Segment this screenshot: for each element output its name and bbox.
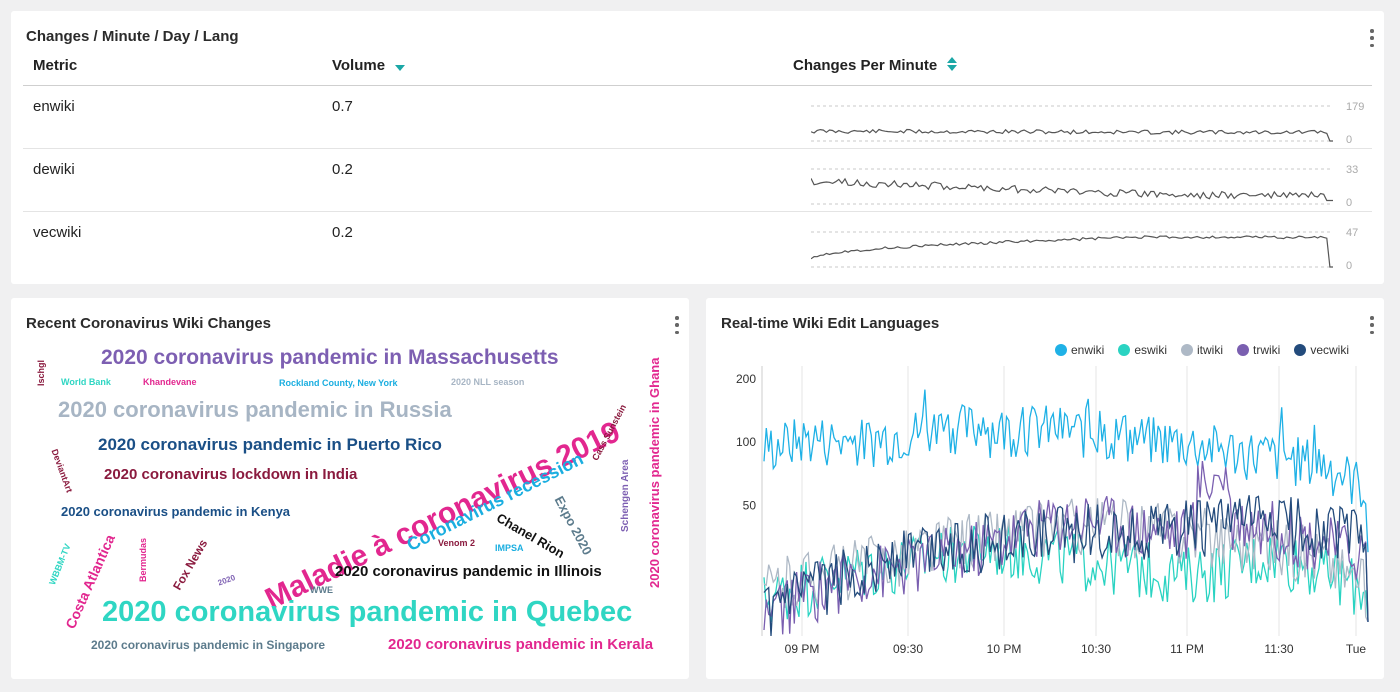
edit-languages-chart-panel: Real-time Wiki Edit Languages enwiki esw… [706,298,1384,679]
column-header-changes-label: Changes Per Minute [793,57,938,74]
legend-label: eswiki [1134,343,1167,357]
x-tick-label: 10 PM [987,642,1022,656]
series-line-enwiki [763,389,1369,553]
sparkline-max-label: 47 [1346,227,1358,239]
cloud-word[interactable]: 2020 coronavirus pandemic in Russia [58,397,452,422]
cloud-word[interactable]: WBBM-TV [47,542,73,587]
metric-cell: dewiki [33,161,75,178]
x-tick-label: 10:30 [1081,642,1111,656]
table-row[interactable]: enwiki 0.7 179 0 [23,86,1372,149]
column-header-volume-label: Volume [332,57,386,74]
column-header-changes[interactable]: Changes Per Minute [793,57,958,75]
metric-cell: vecwiki [33,224,82,241]
line-chart[interactable]: 09 PM 09:30 10 PM 10:30 11 PM 11:30 Tue 200 100 5… [706,298,1384,679]
sparkline-chart: 179 0 [811,101,1364,144]
panel-menu-icon[interactable] [1370,29,1374,47]
panel-title: Real-time Wiki Edit Languages [721,315,940,332]
sparkline-min-label: 0 [1346,134,1352,144]
cloud-word[interactable]: 2020 coronavirus pandemic in Singapore [91,638,326,652]
sparkline-chart: 47 0 [811,227,1358,270]
panel-menu-icon[interactable] [675,316,679,334]
legend-label: trwiki [1253,343,1281,357]
legend-dot-icon [1294,344,1307,356]
column-header-metric[interactable]: Metric [33,57,78,74]
legend-item-enwiki[interactable]: enwiki [1054,343,1105,357]
sparkline-max-label: 33 [1346,164,1358,176]
chart-legend: enwiki eswiki itwiki trwiki vecwiki [1054,343,1349,357]
sparkline-min-label: 0 [1346,197,1352,207]
cloud-word[interactable]: 2020 coronavirus pandemic in Kenya [61,504,291,519]
cloud-word[interactable]: 2020 coronavirus pandemic in Massachuset… [101,346,559,369]
sparkline-min-label: 0 [1346,260,1352,270]
metric-cell: enwiki [33,98,75,115]
cloud-word[interactable]: 2020 coronavirus pandemic in Puerto Rico [98,435,442,454]
cloud-word[interactable]: 2020 coronavirus pandemic in Quebec [102,596,633,628]
cloud-word[interactable]: Bermudas [138,537,148,582]
cloud-word[interactable]: 2020 coronavirus pandemic in Kerala [388,636,654,653]
cloud-word[interactable]: Khandevane [143,377,197,387]
cloud-word[interactable]: Ischgl [36,359,46,386]
sort-desc-icon[interactable] [395,58,406,75]
cloud-word[interactable]: World Bank [61,377,111,387]
legend-dot-icon [1181,344,1193,356]
panel-menu-icon[interactable] [1370,316,1374,334]
cloud-word[interactable]: Schengen Area [620,459,631,532]
y-tick-label: 200 [736,372,756,386]
cloud-word[interactable]: Rockland County, New York [279,378,398,388]
cloud-word[interactable]: 2020 coronavirus pandemic in Illinois [335,563,602,580]
cloud-word[interactable]: 2020 coronavirus lockdown in India [104,466,358,483]
x-tick-label: Tue [1346,642,1367,656]
volume-cell: 0.2 [332,224,353,241]
panel-title: Changes / Minute / Day / Lang [26,28,239,45]
cloud-word[interactable]: Fox News [170,536,211,593]
volume-cell: 0.7 [332,98,353,115]
x-tick-label: 11:30 [1264,642,1293,656]
sparkline-chart: 33 0 [811,164,1358,207]
volume-cell: 0.2 [332,161,353,178]
cloud-word[interactable]: 2020 coronavirus pandemic in Ghana [647,357,662,588]
cloud-word[interactable]: DeviantArt [49,447,75,494]
changes-table-panel: Changes / Minute / Day / Lang Metric Vol… [11,11,1384,284]
legend-item-eswiki[interactable]: eswiki [1118,343,1167,357]
series-line-vecwiki [763,495,1369,637]
word-cloud-panel: Recent Coronavirus Wiki Changes 2020 cor… [11,298,689,679]
legend-label: itwiki [1197,343,1223,357]
cloud-word[interactable]: Venom 2 [438,538,476,548]
legend-label: enwiki [1070,343,1105,357]
y-tick-label: 100 [736,435,756,449]
sort-both-icon[interactable] [947,57,958,75]
cloud-word[interactable]: 2020 [216,572,237,588]
cloud-word[interactable]: WWE [310,585,333,595]
legend-dot-icon [1054,344,1067,356]
y-tick-label: 50 [743,499,757,513]
legend-dot-icon [1118,344,1131,356]
table-row[interactable]: vecwiki 0.2 47 0 [23,212,1372,275]
x-tick-label: 09:30 [893,642,923,656]
x-tick-label: 09 PM [785,642,820,656]
x-tick-label: 11 PM [1170,642,1204,656]
cloud-word[interactable]: 2020 NLL season [451,377,525,387]
column-header-volume[interactable]: Volume [332,57,406,75]
table-row[interactable]: dewiki 0.2 33 0 [23,149,1372,212]
legend-item-itwiki[interactable]: itwiki [1181,343,1223,357]
legend-dot-icon [1237,344,1249,356]
legend-item-trwiki[interactable]: trwiki [1237,343,1280,357]
legend-label: vecwiki [1310,343,1349,357]
sparkline-max-label: 179 [1346,101,1364,113]
legend-item-vecwiki[interactable]: vecwiki [1294,343,1349,357]
header-divider [23,85,1372,86]
panel-title: Recent Coronavirus Wiki Changes [26,315,271,332]
cloud-word[interactable]: IMPSA [495,543,524,553]
